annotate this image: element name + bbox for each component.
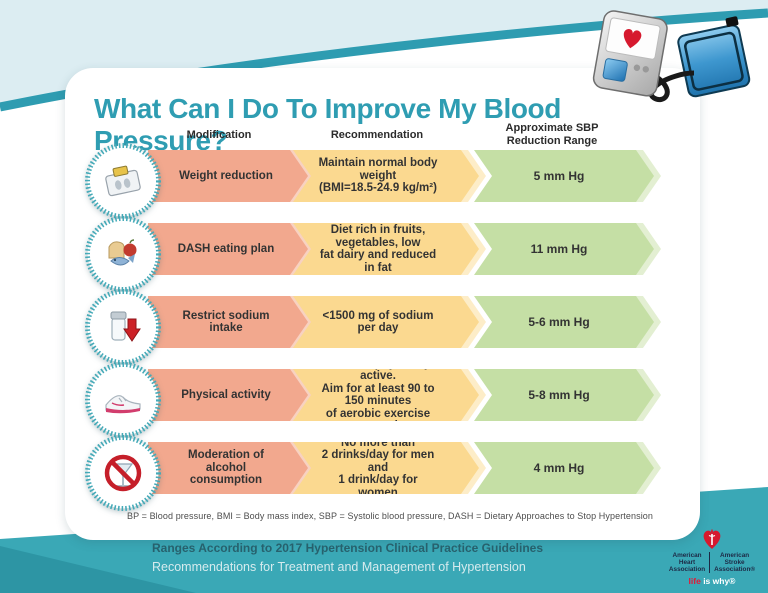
aha-asa-logo: American Heart Association American Stro… (658, 527, 766, 586)
life-is-why-tagline: life is why® (688, 576, 736, 586)
cell-text: Be more physically active. (325, 357, 431, 382)
asa-text: American Stroke Association® (709, 552, 755, 573)
bp-device (592, 10, 668, 97)
footer-guidelines-text: Ranges According to 2017 Hypertension Cl… (152, 541, 544, 555)
no-alcohol-icon (84, 434, 162, 512)
modification-cell: Physical activity (148, 369, 308, 421)
sneaker-icon (84, 361, 162, 439)
reduction-cell: 5-6 mm Hg (474, 296, 654, 348)
column-header-reduction-line1: Approximate SBP (505, 122, 599, 134)
cell-text: (BMI=18.5-24.9 kg/m²) (319, 182, 437, 195)
column-header-reduction: Approximate SBP Reduction Range (464, 122, 640, 148)
cell-text: Weight reduction (179, 169, 273, 182)
table-row: Physical activity Be more physically act… (0, 361, 768, 439)
recommendation-cell: <1500 mg of sodium per day (293, 296, 479, 348)
aha-text: American Heart Association (668, 552, 706, 573)
heart-icon (623, 29, 642, 49)
footer-recommendations-text: Recommendations for Treatment and Manage… (152, 560, 526, 574)
recommendation-cell: Be more physically active. Aim for at le… (293, 369, 479, 421)
bp-cuff (677, 16, 751, 98)
cell-text: 4 mm Hg (533, 460, 585, 475)
cell-text: 5-6 mm Hg (528, 314, 590, 329)
reduction-cell: 4 mm Hg (474, 442, 654, 494)
recommendation-cell: Diet rich in fruits, vegetables, low fat… (293, 223, 479, 275)
scale-icon (84, 142, 162, 220)
column-header-reduction-line2: Reduction Range (506, 135, 598, 147)
cell-text: 5-8 mm Hg (528, 387, 590, 402)
cell-text: Physical activity (181, 388, 271, 401)
recommendation-cell: Maintain normal body weight (BMI=18.5-24… (293, 150, 479, 202)
cell-text: No more than (340, 436, 416, 449)
cell-text: <1500 mg of sodium per day (322, 309, 434, 334)
cell-text: DASH eating plan (177, 242, 275, 255)
page-title: What Can I Do To Improve My Blood Pressu… (94, 92, 561, 156)
cell-text: Maintain normal body weight (318, 157, 438, 182)
cell-text: Moderation of (187, 449, 265, 462)
cell-text: Restrict sodium (182, 309, 270, 322)
column-header-recommendation: Recommendation (330, 129, 424, 141)
cell-text: 5 mm Hg (533, 168, 585, 183)
column-header-modification: Modification (186, 129, 252, 141)
salt-shaker-icon (84, 288, 162, 366)
bottom-dark-wedge (0, 546, 196, 593)
cell-text: intake (209, 322, 243, 334)
cell-text: 11 mm Hg (530, 241, 588, 256)
recommendation-cell: No more than 2 drinks/day for men and 1 … (293, 442, 479, 494)
cell-text: 2 drinks/day for men and (321, 449, 435, 474)
table-row: DASH eating plan Diet rich in fruits, ve… (0, 215, 768, 293)
table-row: Moderation of alcohol consumption No mor… (0, 434, 768, 512)
blood-pressure-monitor-icon (592, 10, 751, 102)
cell-text: Diet rich in fruits, vegetables, low (330, 224, 426, 249)
modification-cell: Moderation of alcohol consumption (148, 442, 308, 494)
food-icon (84, 215, 162, 293)
table-row: Restrict sodium intake <1500 mg of sodiu… (0, 288, 768, 366)
reduction-cell: 5-8 mm Hg (474, 369, 654, 421)
cell-text: alcohol consumption (189, 461, 263, 487)
cell-text: Aim for at least 90 to 150 minutes (321, 382, 435, 407)
table-row: Weight reduction Maintain normal body we… (0, 142, 768, 220)
reduction-cell: 11 mm Hg (474, 223, 654, 275)
footnote: BP = Blood pressure, BMI = Body mass ind… (126, 511, 654, 521)
modification-cell: Restrict sodium intake (148, 296, 308, 348)
modification-cell: DASH eating plan (148, 223, 308, 275)
cell-text: 1 drink/day for women (338, 474, 418, 499)
modification-cell: Weight reduction (148, 150, 308, 202)
cell-text: of aerobic exercise per week. (325, 407, 431, 432)
cell-text: fat dairy and reduced in fat (319, 249, 437, 274)
reduction-cell: 5 mm Hg (474, 150, 654, 202)
aha-heart-torch-icon (703, 529, 721, 549)
